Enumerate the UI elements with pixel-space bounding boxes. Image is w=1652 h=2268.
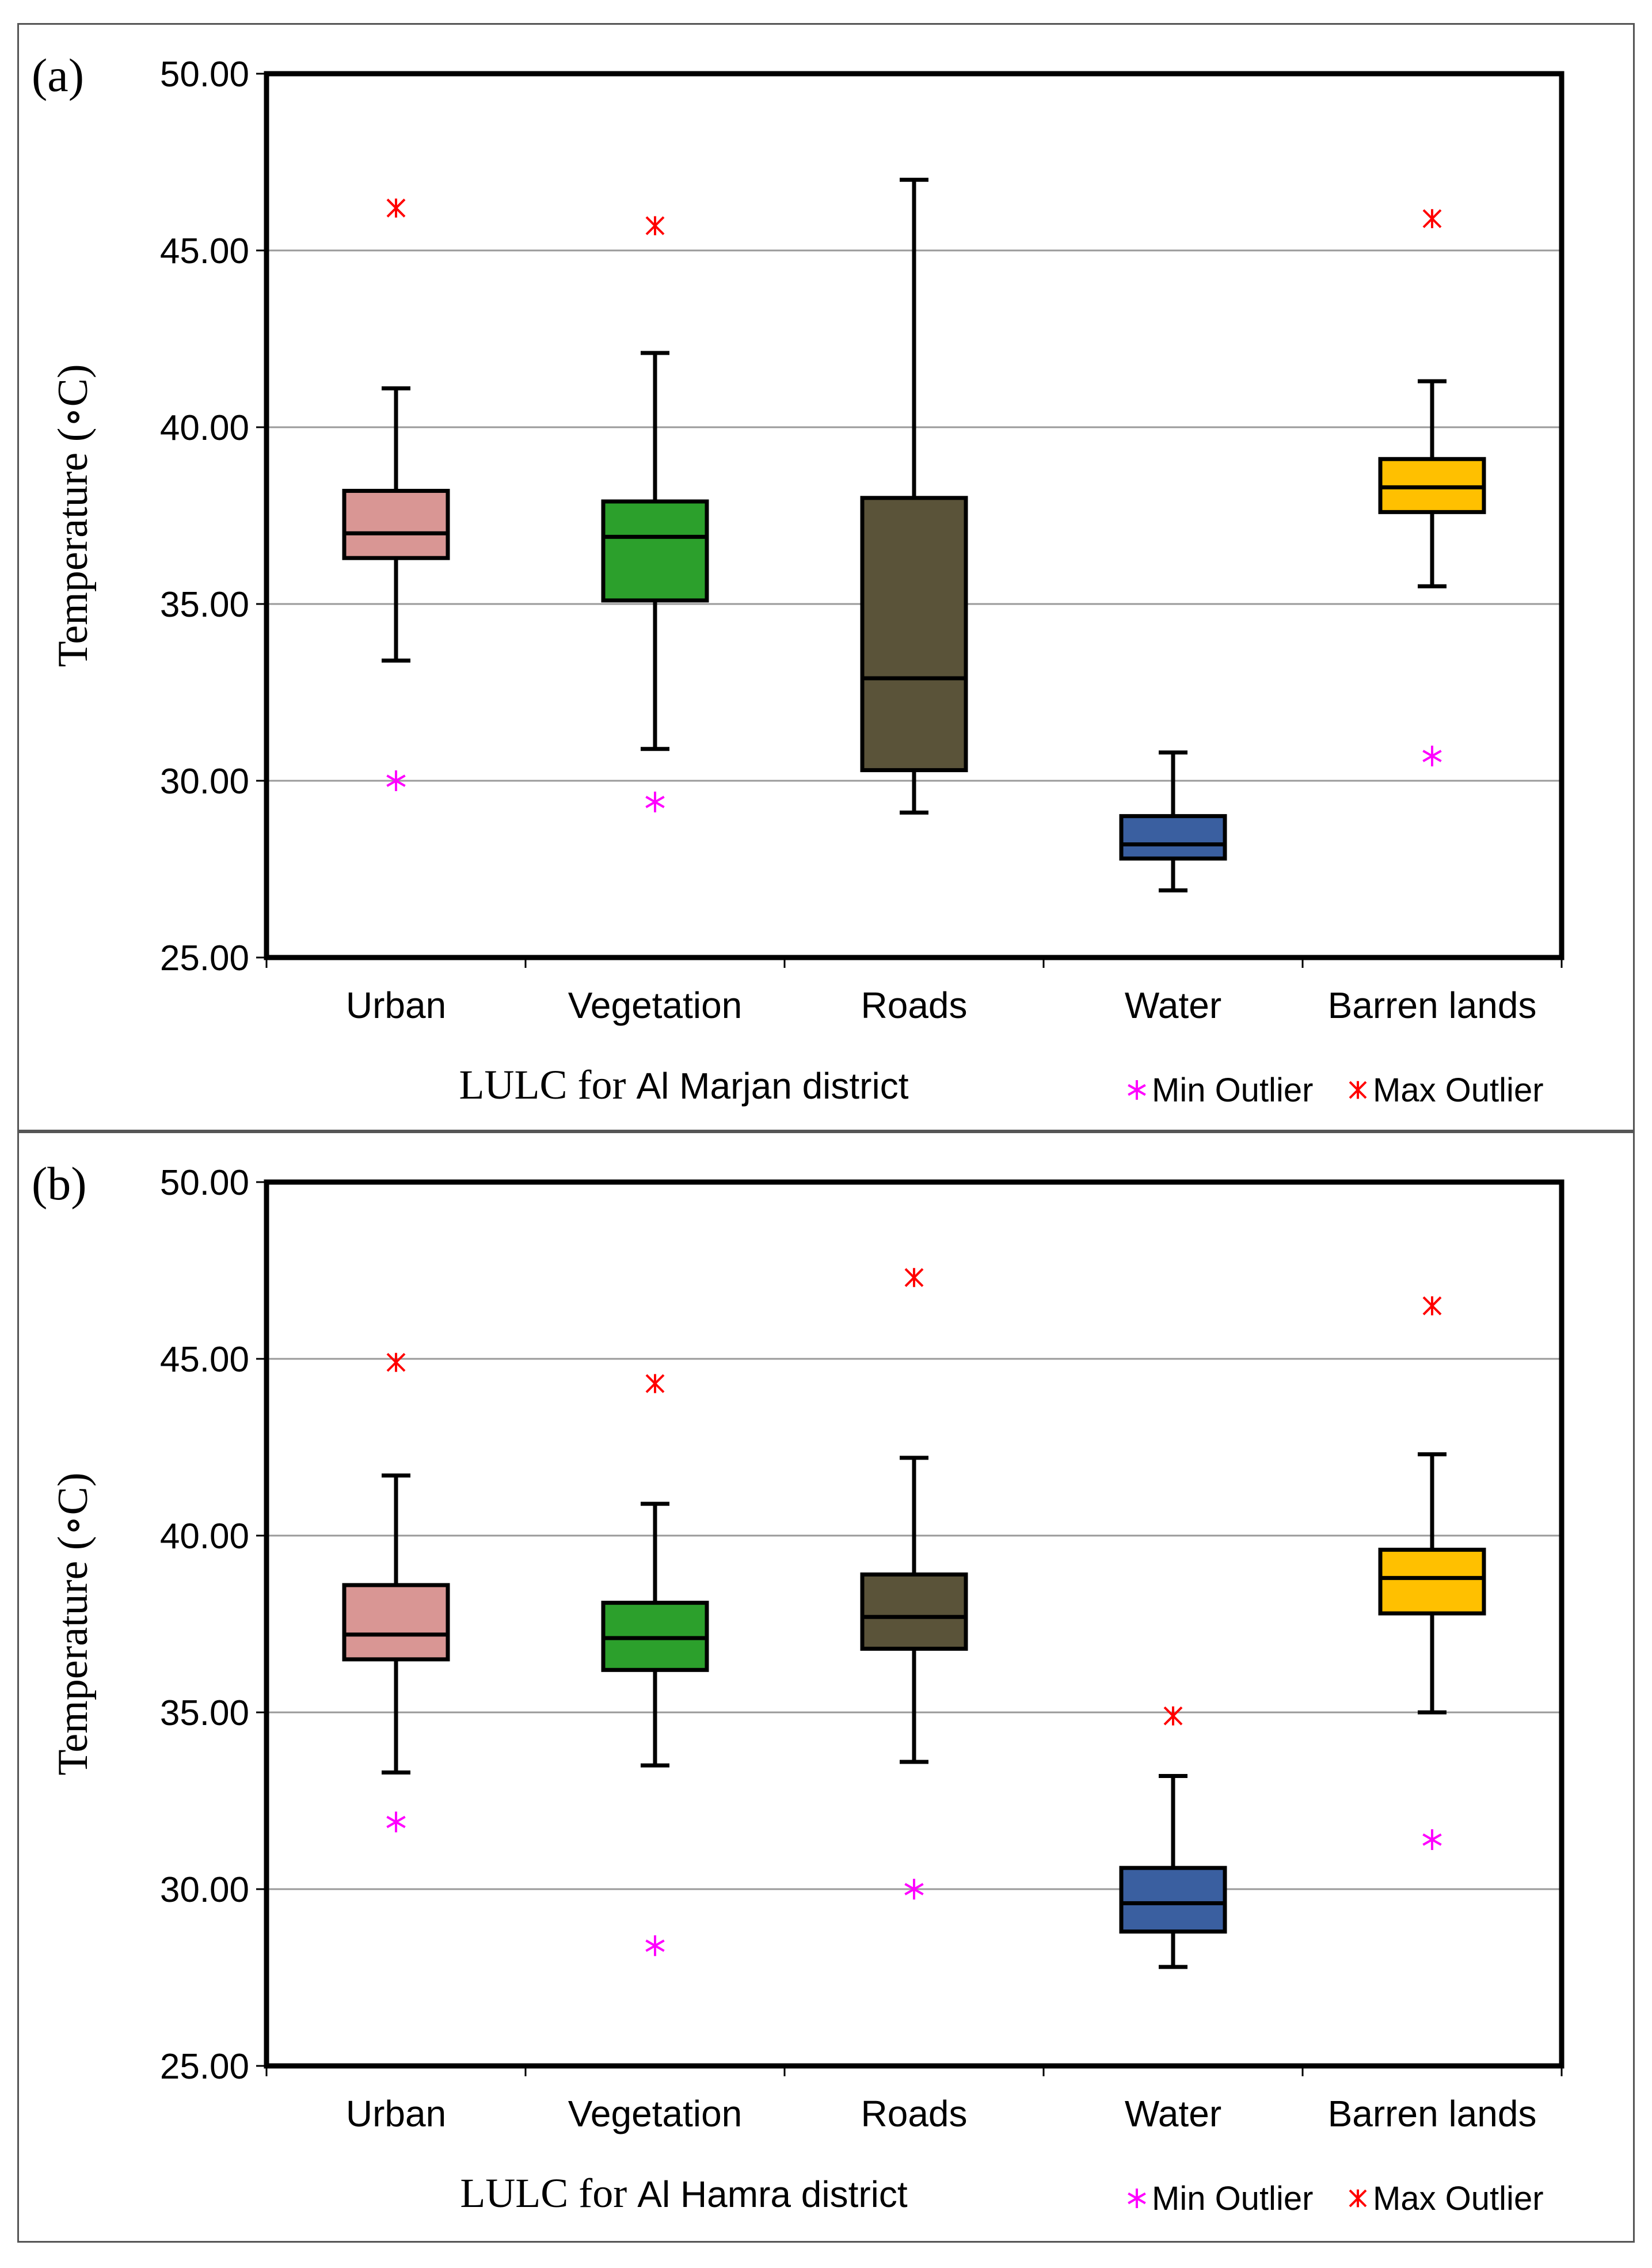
x-tick-label: Vegetation bbox=[568, 2093, 743, 2134]
y-tick-label: 25.00 bbox=[160, 939, 249, 978]
max-outlier-marker bbox=[904, 1268, 924, 1287]
x-axis-label-prefix: LULC for bbox=[460, 2170, 637, 2216]
x-tick-label: Barren lands bbox=[1328, 2093, 1537, 2134]
x-axis-label-prefix: LULC for bbox=[459, 1062, 637, 1108]
x-axis-label: LULC for Al Hamra district bbox=[460, 2170, 908, 2216]
max-outlier-marker bbox=[386, 198, 406, 218]
min-outlier-marker bbox=[386, 770, 406, 791]
x-tick-label: Barren lands bbox=[1328, 985, 1537, 1026]
min-outlier-marker-stroke bbox=[1422, 750, 1442, 762]
y-tick-label: 30.00 bbox=[160, 762, 249, 801]
y-tick-label: 40.00 bbox=[160, 1517, 249, 1556]
y-tick-label: 45.00 bbox=[160, 231, 249, 271]
iqr-box bbox=[342, 489, 450, 560]
x-axis-label: LULC for Al Marjan district bbox=[459, 1062, 909, 1108]
y-tick-label: 45.00 bbox=[160, 1340, 249, 1380]
legend-min-marker-stroke bbox=[1128, 2192, 1146, 2205]
min-outlier-marker-stroke bbox=[386, 1815, 406, 1829]
y-axis-label: Temperature (∘C) bbox=[50, 1472, 97, 1775]
box-roads bbox=[860, 177, 968, 815]
box-vegetation bbox=[601, 216, 709, 812]
y-tick-label: 35.00 bbox=[160, 1693, 249, 1733]
x-tick-label: Urban bbox=[346, 2093, 446, 2134]
y-tick-label: 25.00 bbox=[160, 2047, 249, 2087]
box-barren-lands bbox=[1378, 1296, 1486, 1851]
legend-min-marker bbox=[1128, 1080, 1146, 1100]
max-outlier-marker bbox=[1422, 209, 1442, 229]
y-axis-label: Temperature (∘C) bbox=[50, 364, 97, 667]
max-outlier-marker bbox=[386, 1353, 406, 1372]
x-axis-label-district: Al Marjan district bbox=[636, 1065, 908, 1107]
box-urban bbox=[342, 1353, 450, 1833]
x-tick-label: Roads bbox=[861, 2093, 968, 2134]
x-tick-label: Vegetation bbox=[568, 985, 743, 1026]
max-outlier-marker bbox=[645, 1374, 665, 1393]
legend-min-label: Min Outlier bbox=[1152, 1072, 1313, 1109]
iqr-box bbox=[1119, 814, 1227, 861]
panel-label: (b) bbox=[32, 1157, 87, 1210]
min-outlier-marker bbox=[1422, 746, 1442, 767]
box-roads bbox=[860, 1268, 968, 1900]
chart-b: (b) 25.00 30.00 35.00 40.00 45.00 50.00 Tempera… bbox=[32, 1157, 1565, 2217]
iqr-box bbox=[601, 499, 709, 603]
box-water bbox=[1119, 750, 1227, 892]
x-tick-label: Water bbox=[1125, 2093, 1221, 2134]
min-outlier-marker bbox=[904, 1879, 924, 1900]
plot-frame bbox=[264, 1179, 1565, 2069]
max-outlier-marker bbox=[645, 216, 665, 235]
legend-max-marker bbox=[1349, 1081, 1367, 1099]
y-tick-label: 35.00 bbox=[160, 585, 249, 625]
iqr-box bbox=[1378, 1548, 1486, 1616]
plot-frame bbox=[264, 71, 1565, 960]
panel-a: (a) 25.00 30.00 35.00 40.00 45.00 50.00 Tempera… bbox=[17, 23, 1635, 1131]
chart-a: (a) 25.00 30.00 35.00 40.00 45.00 50.00 Tempera… bbox=[32, 49, 1565, 1109]
iqr-box bbox=[342, 1583, 450, 1662]
box-urban bbox=[342, 198, 450, 791]
legend-min-marker-stroke bbox=[1128, 1084, 1146, 1096]
max-outlier-marker bbox=[1422, 1296, 1442, 1316]
min-outlier-marker bbox=[645, 791, 665, 812]
legend-max-marker bbox=[1349, 2189, 1367, 2208]
box-water bbox=[1119, 1706, 1227, 1969]
min-outlier-marker-stroke bbox=[1422, 1833, 1442, 1846]
legend-max-label: Max Outlier bbox=[1373, 1072, 1544, 1109]
max-outlier-marker bbox=[1163, 1706, 1183, 1726]
min-outlier-marker-stroke bbox=[386, 774, 406, 787]
legend-min-marker bbox=[1128, 2189, 1146, 2208]
y-tick-label: 30.00 bbox=[160, 1870, 249, 1910]
x-axis-label-district: Al Hamra district bbox=[637, 2174, 908, 2215]
legend-max-label: Max Outlier bbox=[1373, 2180, 1544, 2217]
min-outlier-marker-stroke bbox=[904, 1883, 924, 1895]
min-outlier-marker-stroke bbox=[645, 796, 665, 808]
box-barren-lands bbox=[1378, 209, 1486, 767]
min-outlier-marker-stroke bbox=[645, 1939, 665, 1952]
y-tick-label: 40.00 bbox=[160, 408, 249, 448]
min-outlier-marker bbox=[386, 1811, 406, 1833]
iqr-box bbox=[860, 496, 968, 773]
y-tick-label: 50.00 bbox=[160, 55, 249, 94]
x-tick-label: Roads bbox=[861, 985, 968, 1026]
panel-b: (b) 25.00 30.00 35.00 40.00 45.00 50.00 Tempera… bbox=[17, 1131, 1635, 2243]
y-tick-label: 50.00 bbox=[160, 1163, 249, 1203]
iqr-box bbox=[860, 1572, 968, 1651]
x-tick-label: Urban bbox=[346, 985, 446, 1026]
box-vegetation bbox=[601, 1374, 709, 1957]
x-tick-label: Water bbox=[1125, 985, 1221, 1026]
panel-label: (a) bbox=[32, 49, 84, 101]
min-outlier-marker bbox=[645, 1935, 665, 1957]
legend-min-label: Min Outlier bbox=[1152, 2180, 1313, 2217]
min-outlier-marker bbox=[1422, 1829, 1442, 1851]
iqr-box bbox=[1119, 1866, 1227, 1934]
